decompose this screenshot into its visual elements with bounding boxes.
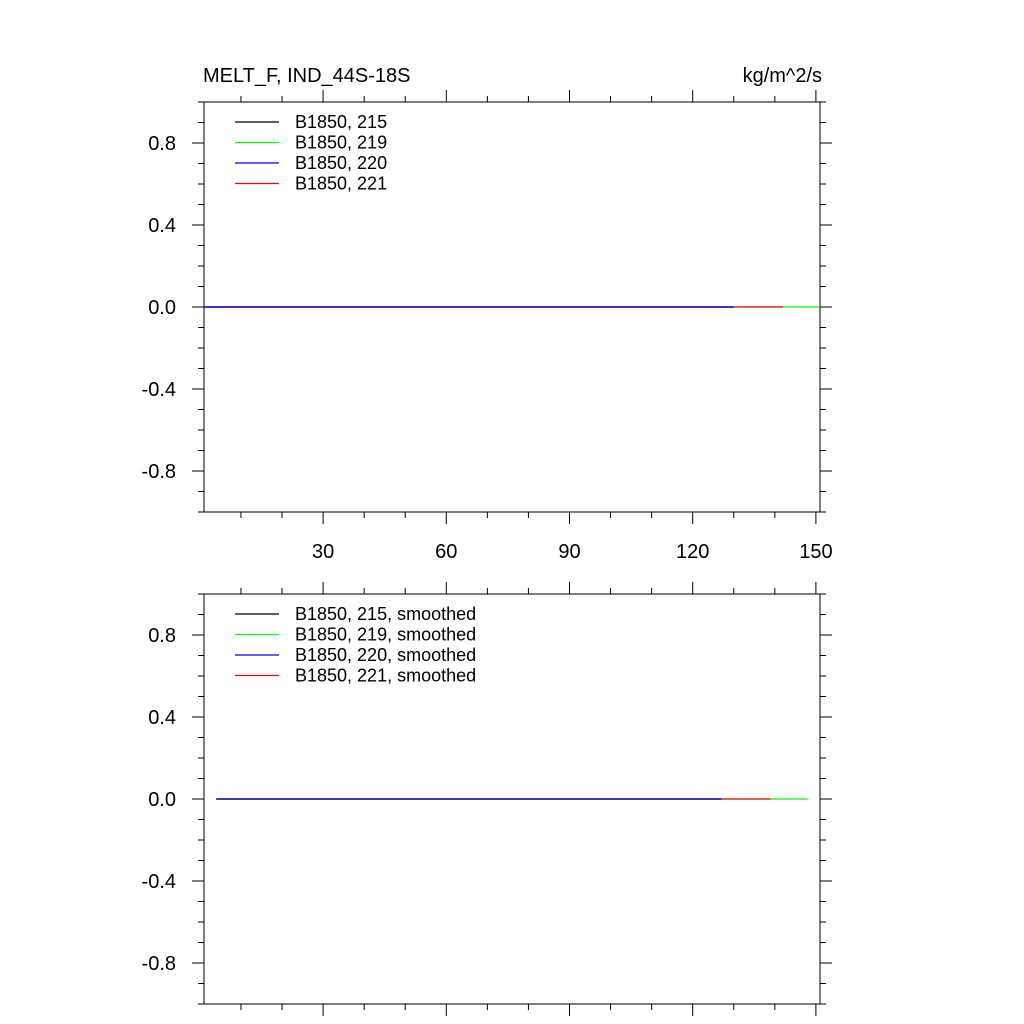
y-tick-label: 0.4 <box>148 707 176 729</box>
units-label: kg/m^2/s <box>743 65 822 87</box>
x-tick-label: 60 <box>435 541 457 563</box>
y-tick-label: 0.0 <box>148 789 176 811</box>
legend-label: B1850, 215 <box>295 112 387 132</box>
y-tick-label: -0.8 <box>142 461 176 483</box>
x-tick-label: 30 <box>312 541 334 563</box>
legend-label: B1850, 221, smoothed <box>295 666 476 686</box>
legend-label: B1850, 220 <box>295 153 387 173</box>
legend-label: B1850, 215, smoothed <box>295 604 476 624</box>
legend-label: B1850, 219 <box>295 133 387 153</box>
x-tick-label: 90 <box>558 541 580 563</box>
chart-title: MELT_F, IND_44S-18S <box>203 65 411 87</box>
legend-label: B1850, 219, smoothed <box>295 625 476 645</box>
y-tick-label: 0.4 <box>148 215 176 237</box>
y-tick-label: -0.4 <box>142 871 176 893</box>
legend-label: B1850, 220, smoothed <box>295 645 476 665</box>
legend-label: B1850, 221 <box>295 174 387 194</box>
y-tick-label: 0.0 <box>148 297 176 319</box>
x-tick-label: 150 <box>799 541 832 563</box>
y-tick-label: 0.8 <box>148 133 176 155</box>
y-tick-label: 0.8 <box>148 625 176 647</box>
y-tick-label: -0.4 <box>142 379 176 401</box>
x-tick-label: 120 <box>676 541 709 563</box>
y-tick-label: -0.8 <box>142 953 176 975</box>
